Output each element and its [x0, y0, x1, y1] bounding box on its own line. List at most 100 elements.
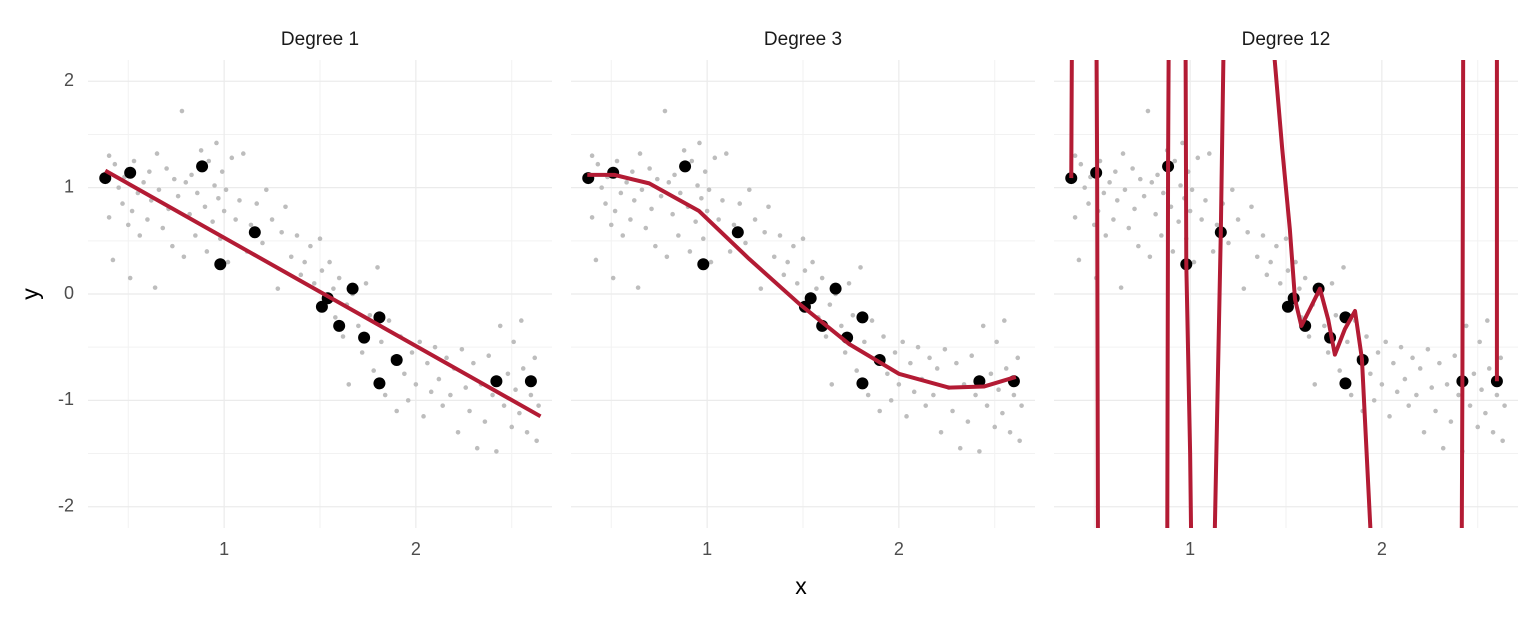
test-point — [1467, 403, 1473, 408]
test-point — [402, 371, 407, 377]
test-point — [1017, 438, 1022, 444]
train-point — [973, 375, 986, 388]
y-axis-label: y — [17, 288, 43, 300]
test-point — [371, 368, 376, 373]
test-point — [1082, 185, 1087, 190]
test-point — [758, 286, 764, 291]
test-point — [923, 403, 929, 408]
test-point — [160, 225, 166, 231]
test-point — [1145, 108, 1151, 114]
test-point — [697, 140, 702, 146]
test-point — [1406, 403, 1412, 408]
test-point — [1322, 323, 1327, 329]
test-point — [708, 259, 714, 265]
test-point — [589, 215, 595, 220]
test-point — [810, 259, 815, 265]
test-point — [823, 334, 829, 339]
test-point — [1176, 219, 1181, 224]
panel-title: Degree 3 — [764, 29, 842, 50]
test-point — [1187, 208, 1193, 214]
test-point — [862, 339, 867, 345]
test-point — [957, 445, 963, 451]
test-point — [977, 449, 982, 454]
test-point — [662, 108, 668, 114]
test-point — [486, 353, 492, 358]
x-tick-label: 1 — [1185, 539, 1195, 559]
test-point — [204, 249, 210, 254]
test-point — [171, 176, 177, 182]
test-point — [704, 208, 710, 214]
test-point — [1203, 198, 1208, 203]
test-point — [517, 410, 522, 416]
test-point — [1172, 158, 1178, 164]
test-point — [1402, 376, 1408, 382]
test-point — [1502, 403, 1507, 408]
test-point — [1293, 259, 1298, 265]
test-point — [1159, 233, 1164, 238]
test-point — [938, 429, 944, 435]
test-point — [950, 408, 955, 414]
x-tick-label: 1 — [702, 539, 712, 559]
test-point — [1477, 339, 1482, 345]
test-point — [908, 360, 913, 366]
test-point — [1210, 249, 1216, 254]
test-point — [1076, 257, 1082, 263]
test-point — [653, 243, 658, 249]
test-point — [444, 355, 449, 361]
test-point — [639, 187, 645, 193]
test-point — [1137, 176, 1143, 182]
test-point — [356, 323, 361, 329]
test-point — [1490, 429, 1496, 435]
test-point — [888, 398, 894, 403]
test-point — [664, 254, 670, 260]
test-point — [1189, 187, 1195, 193]
y-tick-label: -2 — [58, 495, 74, 515]
test-point — [214, 140, 219, 146]
test-point — [712, 155, 718, 161]
test-point — [147, 169, 152, 174]
test-point — [881, 334, 886, 339]
test-point — [532, 355, 538, 361]
test-point — [221, 208, 227, 214]
test-point — [382, 392, 388, 398]
test-point — [771, 254, 777, 260]
test-point — [689, 158, 695, 164]
test-point — [996, 387, 1001, 393]
test-point — [695, 183, 700, 188]
test-point — [791, 243, 796, 249]
train-point — [1065, 172, 1078, 185]
test-point — [482, 419, 488, 424]
test-point — [672, 172, 677, 178]
test-point — [1498, 355, 1504, 361]
test-point — [1101, 190, 1107, 196]
test-point — [911, 389, 917, 395]
test-point — [534, 438, 539, 444]
test-point — [319, 268, 325, 273]
test-point — [1364, 334, 1369, 339]
test-point — [110, 257, 116, 263]
test-point — [1120, 151, 1126, 156]
test-point — [1132, 206, 1137, 212]
test-point — [1007, 429, 1013, 435]
test-point — [440, 403, 446, 408]
test-point — [1485, 318, 1490, 323]
train-point — [315, 300, 328, 313]
test-point — [618, 190, 624, 196]
test-point — [129, 208, 135, 214]
test-point — [1113, 169, 1118, 174]
test-point — [131, 158, 137, 164]
test-point — [846, 281, 852, 286]
test-point — [202, 204, 208, 210]
test-point — [681, 148, 687, 153]
test-point — [248, 222, 254, 228]
test-point — [610, 275, 616, 281]
test-point — [1425, 347, 1431, 352]
y-tick-label: -1 — [58, 389, 74, 409]
test-point — [288, 254, 294, 260]
test-point — [737, 201, 743, 206]
test-point — [702, 169, 708, 174]
fit-line — [104, 168, 542, 419]
test-point — [1019, 403, 1024, 408]
test-point — [762, 230, 767, 235]
test-point — [1440, 445, 1446, 451]
